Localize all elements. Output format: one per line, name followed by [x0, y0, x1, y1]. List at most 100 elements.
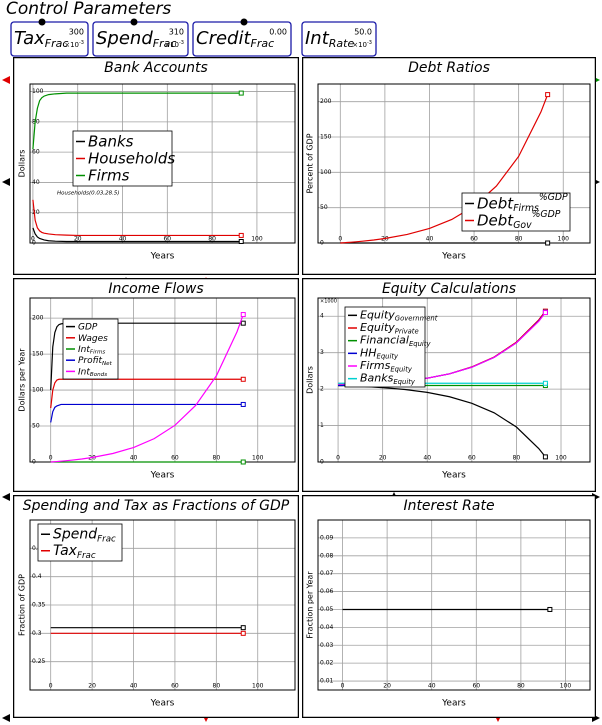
legend-entry: EquityGovernment: [360, 308, 438, 322]
legend-entry-main: HH: [360, 346, 377, 359]
legend-entry-main: Banks: [360, 372, 394, 385]
legend-entry-sup: %GDP: [532, 208, 561, 219]
control-scale-exp: -3: [179, 40, 184, 46]
end-marker: [240, 459, 246, 465]
legend-entry-main: Int: [78, 345, 90, 355]
legend-entry-sub: Frac: [77, 550, 96, 560]
end-marker: [240, 630, 246, 636]
x-tick-label: 0: [49, 455, 53, 462]
x-tick-label: 60: [470, 236, 478, 243]
legend-entry-sub: Net: [102, 360, 113, 366]
y-tick-label: 100: [320, 169, 332, 176]
y-tick-label: 150: [32, 351, 44, 358]
series-line: [340, 94, 549, 244]
legend-box: [344, 306, 426, 388]
y-tick-label: 0.06: [320, 588, 334, 595]
legend-entry: DebtFirms%GDP: [477, 191, 568, 213]
control-label: TaxFrac: [14, 28, 68, 50]
legend-entry: Households: [88, 149, 175, 167]
legend-entry-main: Firms: [360, 359, 391, 372]
y-tick-label: 2: [320, 386, 324, 393]
control-value: 0.00: [269, 28, 287, 37]
legend-entry-main: Households: [88, 149, 175, 167]
end-marker: [240, 376, 246, 382]
x-tick-label: 40: [428, 683, 436, 690]
legend-entry-sub: Firms: [513, 203, 539, 214]
control-knob: [240, 18, 248, 26]
y-tick-label: 0.03: [320, 642, 334, 649]
legend-entry: HHEquity: [360, 346, 399, 360]
end-marker: [542, 454, 548, 460]
x-tick-label: 20: [74, 236, 82, 243]
y-tick-label: 50: [32, 423, 40, 430]
y-tick-label: 100: [32, 387, 44, 394]
chart-panel: Spending and Tax as Fractions of GDP 0 20 4…: [13, 495, 299, 718]
x-tick-label: 40: [119, 236, 127, 243]
x-tick-label: 60: [171, 455, 179, 462]
y-tick-label: 0.09: [320, 534, 334, 541]
control-name: Credit: [196, 28, 251, 49]
y-tick-label: 20: [32, 209, 40, 216]
plot-area: [318, 520, 590, 690]
x-axis-label: Years: [441, 699, 466, 709]
end-marker: [545, 240, 551, 246]
end-marker: [542, 380, 548, 386]
legend-entry-sup: %GDP: [539, 191, 568, 202]
legend-entry-main: Spend: [53, 526, 97, 542]
control-name: Spend: [96, 28, 153, 49]
control-knob: [130, 18, 138, 26]
series-line: [50, 403, 244, 423]
control-knob: [38, 18, 46, 26]
control-scale: ×10-3: [164, 40, 184, 50]
y-tick-label: 0.07: [320, 570, 334, 577]
control-label: CreditFrac: [196, 28, 274, 50]
legend-entry-main: Debt: [477, 211, 514, 229]
legend-entry-sub: Equity: [393, 378, 416, 386]
legend-entry-sub: Private: [395, 327, 419, 335]
legend-entry-main: Profit: [78, 356, 102, 366]
legend-entry-sub: Government: [395, 315, 438, 323]
legend-entry-main: Financial: [360, 334, 409, 347]
control-scale-base: ×10: [64, 41, 79, 49]
end-marker: [240, 312, 246, 318]
y-axis-label: Percent of GDP: [306, 133, 315, 193]
control-sub: Frac: [251, 37, 275, 50]
control-name: Int: [305, 28, 330, 49]
legend-entry: EquityPrivate: [360, 321, 419, 335]
legend-entry-main: Wages: [78, 333, 108, 343]
legend-entry: Wages: [78, 333, 108, 343]
edge-marker: [2, 76, 10, 84]
end-marker: [542, 310, 548, 316]
legend-entry-main: Tax: [53, 543, 78, 559]
control-frame: [92, 21, 189, 57]
chart-title: Interest Rate: [403, 498, 494, 514]
y-tick-label: 0.01: [320, 678, 334, 685]
y-tick-label: 40: [32, 179, 40, 186]
end-marker: [545, 92, 551, 98]
plot-frame: [317, 297, 591, 463]
control-scale-base: ×10: [164, 41, 179, 49]
x-tick-label: 80: [515, 236, 523, 243]
x-axis-label: Years: [150, 252, 175, 262]
x-tick-label: 0: [338, 236, 342, 243]
x-axis-label: Years: [441, 252, 466, 262]
legend-entry-sub: Frac: [97, 534, 116, 544]
edge-marker: [2, 178, 10, 186]
x-tick-label: 0: [336, 455, 340, 462]
legend-entry-sub: Gov: [513, 220, 532, 231]
y-tick-label: 100: [32, 88, 44, 95]
y-tick-label: 1: [320, 422, 324, 429]
y-tick-label: 200: [32, 315, 44, 322]
x-tick-label: 60: [171, 683, 179, 690]
series-line: [32, 227, 242, 243]
legend-entry-sub: Firms: [90, 349, 105, 355]
control-name: Tax: [14, 28, 45, 49]
control-scale: ×10-3: [352, 40, 372, 50]
legend-entry: IntFirms: [78, 345, 105, 356]
y-tick-label: 4: [320, 313, 324, 320]
control-scale: ×10-3: [64, 40, 84, 50]
